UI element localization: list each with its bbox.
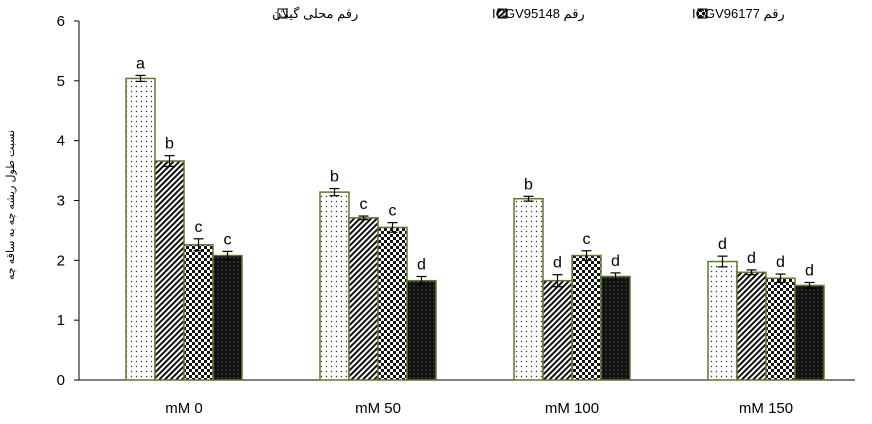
significance-letter: c: [195, 219, 203, 236]
significance-letter: d: [776, 254, 785, 271]
significance-letter: c: [360, 196, 368, 213]
bar: [600, 275, 631, 381]
significance-letter: d: [718, 236, 727, 253]
bar: [707, 260, 738, 381]
legend: رقم محلی گیلان رقم ICGV95148 رقم ICGV96177…: [272, 6, 785, 22]
y-tick-label: 4: [57, 133, 65, 150]
bars: [125, 74, 825, 381]
legend-label: رقم ICGV96177: [692, 6, 785, 22]
significance-letter: d: [611, 253, 620, 270]
significance-letter: d: [805, 262, 814, 279]
y-tick-label: 6: [57, 13, 65, 30]
x-tick-label: mM 50: [355, 400, 401, 417]
significance-letter: a: [136, 55, 145, 72]
bar: [571, 254, 602, 381]
significance-letter: d: [553, 255, 562, 272]
y-axis-title: نسبت طول ریشه چه به ساقه چه: [5, 130, 17, 280]
annotations: a b c c b c c d b d c d d d d d: [136, 55, 814, 279]
x-tick-label: mM 0: [165, 400, 203, 417]
bar: [542, 279, 573, 381]
significance-letter: b: [524, 176, 533, 193]
bar: [513, 197, 544, 381]
bar: [348, 217, 379, 381]
significance-letter: d: [417, 256, 426, 273]
y-tick-label: 2: [57, 252, 65, 269]
legend-swatch: [697, 8, 708, 19]
bar: [125, 77, 156, 381]
bar: [736, 271, 767, 381]
legend-label: رقم ICGV95148: [492, 6, 585, 22]
bar: [765, 277, 796, 381]
y-tick-label: 1: [57, 312, 65, 329]
significance-letter: b: [330, 169, 339, 186]
x-tick-label: mM 150: [739, 400, 793, 417]
y-tick-label: 5: [57, 73, 65, 90]
legend-swatch: [277, 8, 288, 19]
significance-letter: c: [224, 231, 232, 248]
bar: [183, 244, 214, 381]
significance-letter: c: [583, 231, 591, 248]
bar: [377, 226, 408, 381]
legend-swatch: [497, 8, 508, 19]
significance-letter: d: [747, 250, 756, 267]
bar: [319, 191, 350, 381]
significance-letter: c: [389, 203, 397, 220]
significance-letter: b: [165, 136, 174, 153]
y-tick-label: 3: [57, 193, 65, 210]
bar: [406, 279, 437, 381]
bar: [212, 254, 243, 381]
legend-label: رقم محلی گیلان: [272, 6, 358, 22]
bar: [794, 284, 825, 381]
y-tick-label: 0: [57, 372, 65, 389]
bar: [154, 160, 185, 381]
x-tick-label: mM 100: [545, 400, 599, 417]
